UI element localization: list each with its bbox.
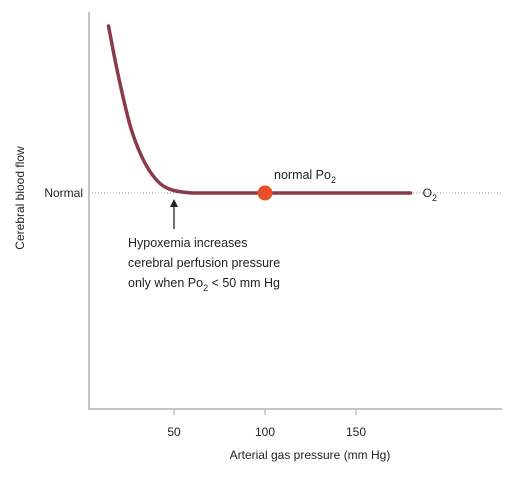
x-tick-label: 50 <box>167 425 181 439</box>
series-line-o2 <box>106 24 413 195</box>
x-axis-label: Arterial gas pressure (mm Hg) <box>230 448 391 462</box>
series-label-text: O <box>423 186 432 200</box>
annotation-line-3-text: only when Po <box>128 276 203 290</box>
marker-label-text: normal Po <box>274 168 331 182</box>
annotation-line-3-subscript: 2 <box>203 283 208 293</box>
y-tick-label-normal: Normal <box>44 186 83 200</box>
x-tick-label: 100 <box>255 425 275 439</box>
annotation-line-2: cerebral perfusion pressure <box>128 256 280 270</box>
y-axis-label: Cerebral blood flow <box>13 146 27 250</box>
x-ticks: 50 100 150 <box>167 409 366 439</box>
annotation-line-3: only when Po2 < 50 mm Hg <box>128 276 280 293</box>
normal-po2-marker <box>257 185 273 201</box>
series-label-o2: O2 <box>423 186 437 203</box>
annotation-line-1: Hypoxemia increases <box>128 236 248 250</box>
series-label-subscript: 2 <box>432 193 437 203</box>
annotation-line-3-suffix: < 50 mm Hg <box>208 276 280 290</box>
x-tick-label: 150 <box>346 425 366 439</box>
annotation-arrowhead <box>170 199 178 207</box>
marker-label-subscript: 2 <box>331 175 336 185</box>
marker-label: normal Po2 <box>274 168 336 185</box>
